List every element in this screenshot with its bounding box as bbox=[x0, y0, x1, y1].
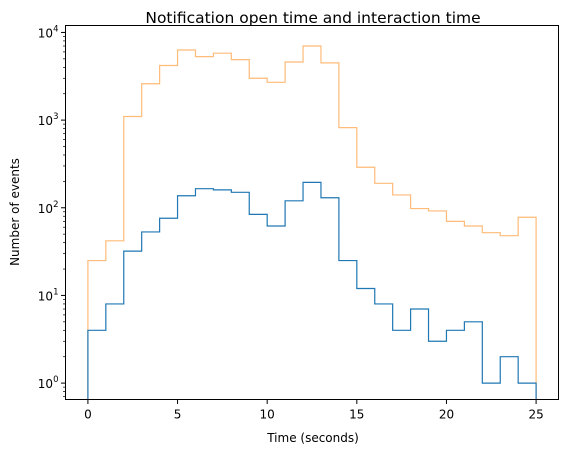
x-tick-label: 20 bbox=[439, 408, 454, 422]
y-tick-label: 104 bbox=[38, 24, 59, 40]
y-tick-label: 102 bbox=[38, 200, 59, 216]
x-axis-label: Time (seconds) bbox=[266, 431, 359, 445]
x-tick-label: 0 bbox=[84, 408, 92, 422]
x-tick-label: 15 bbox=[349, 408, 364, 422]
x-tick-label: 5 bbox=[174, 408, 182, 422]
plot-series bbox=[87, 45, 537, 400]
histogram-series-2 bbox=[87, 181, 537, 400]
plot-frame bbox=[65, 25, 559, 400]
y-axis-ticks: 100 101 102 103 104 bbox=[38, 24, 66, 398]
y-tick-label: 103 bbox=[38, 112, 59, 128]
x-tick-label: 25 bbox=[528, 408, 543, 422]
y-axis-label: Number of events bbox=[8, 158, 22, 266]
chart-title: Notification open time and interaction t… bbox=[145, 9, 480, 27]
y-tick-label: 101 bbox=[38, 287, 59, 303]
x-tick-label: 10 bbox=[260, 408, 275, 422]
y-tick-label: 100 bbox=[38, 375, 59, 391]
histogram-series-1 bbox=[87, 45, 537, 400]
x-axis-ticks: 0 5 10 15 20 25 bbox=[84, 399, 544, 422]
